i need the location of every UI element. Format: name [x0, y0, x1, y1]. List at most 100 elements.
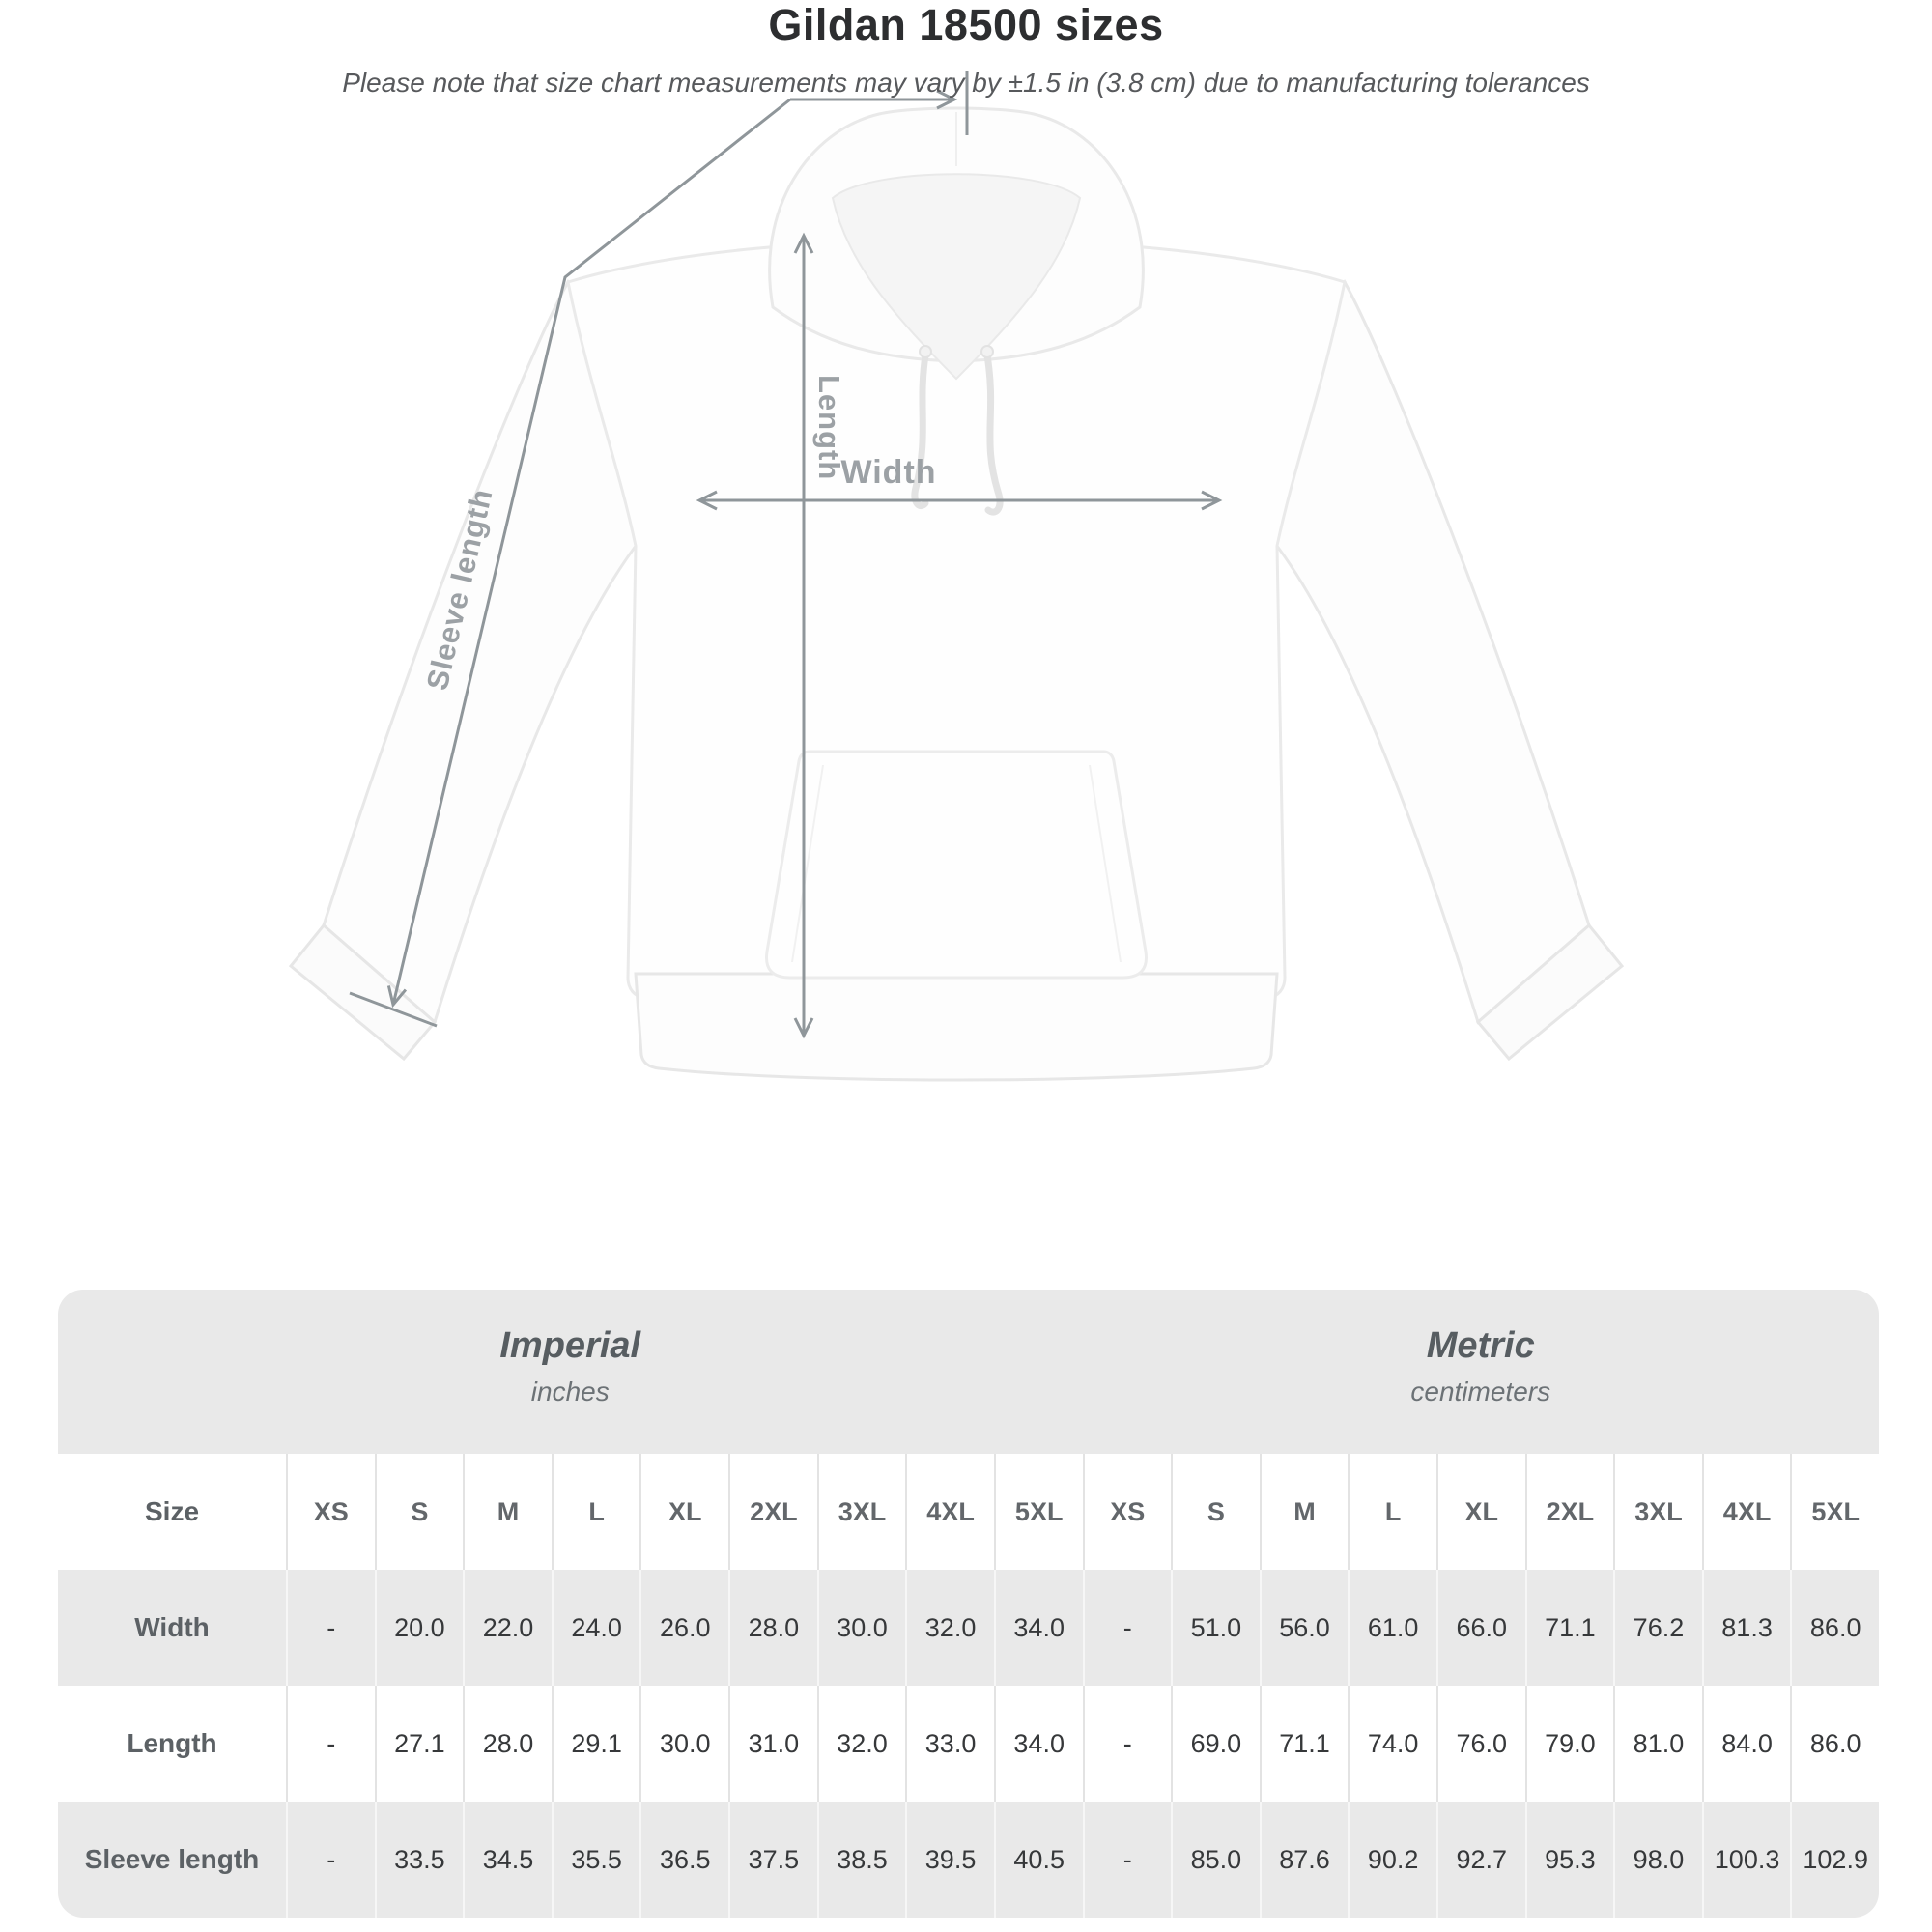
drawstring-right: [983, 352, 1004, 516]
metric-data-cell: 86.0: [1790, 1686, 1879, 1802]
hood-opening: [831, 173, 1082, 381]
size-header-cell: 5XL: [1790, 1454, 1879, 1570]
metric-data-cell: 90.2: [1348, 1802, 1436, 1918]
metric-data-cell: -: [1082, 1570, 1172, 1686]
size-header-cell: 3XL: [1613, 1454, 1702, 1570]
imperial-data-cell: 40.5: [993, 1802, 1083, 1918]
size-header-cell: XS: [286, 1454, 375, 1570]
grommet-right: [980, 345, 994, 358]
kangaroo-pocket: [765, 750, 1148, 980]
imperial-data-cell: 36.5: [639, 1802, 729, 1918]
imperial-data-cell: 34.0: [993, 1686, 1083, 1802]
tolerance-note: Please note that size chart measurements…: [342, 68, 1590, 98]
right-cuff: [1475, 923, 1625, 1062]
size-header-cell: XS: [1082, 1454, 1172, 1570]
length-label: Length: [812, 375, 846, 480]
group-imperial-label: Imperial: [499, 1324, 641, 1366]
imperial-data-cell: 39.5: [905, 1802, 994, 1918]
sleeve-length-line: [386, 98, 791, 1009]
metric-data-cell: 84.0: [1701, 1686, 1791, 1802]
metric-data-cell: 71.1: [1259, 1686, 1349, 1802]
imperial-data-cell: 22.0: [463, 1570, 552, 1686]
width-label: Width: [840, 454, 936, 491]
size-header-cell: L: [551, 1454, 640, 1570]
metric-data-cell: 86.0: [1790, 1570, 1879, 1686]
size-header-cell: S: [1171, 1454, 1260, 1570]
size-header-cell: L: [1348, 1454, 1436, 1570]
metric-data-cell: 102.9: [1790, 1802, 1879, 1918]
size-header-cell: XL: [1435, 1454, 1525, 1570]
imperial-data-cell: 28.0: [728, 1570, 817, 1686]
metric-data-cell: 87.6: [1259, 1802, 1349, 1918]
imperial-data-cell: 31.0: [728, 1686, 817, 1802]
imperial-data-cell: 33.0: [905, 1686, 994, 1802]
metric-data-cell: 71.1: [1524, 1570, 1614, 1686]
metric-data-cell: 61.0: [1348, 1570, 1436, 1686]
left-sleeve: [322, 279, 641, 1025]
imperial-data-cell: -: [286, 1686, 375, 1802]
imperial-data-cell: 32.0: [816, 1686, 906, 1802]
metric-data-cell: 95.3: [1524, 1802, 1614, 1918]
size-header-cell: 3XL: [816, 1454, 906, 1570]
imperial-data-cell: 26.0: [639, 1570, 729, 1686]
imperial-data-cell: 30.0: [816, 1570, 906, 1686]
imperial-data-cell: 20.0: [374, 1570, 464, 1686]
hoodie-measurement-figure: Length Width Sleeve length: [288, 71, 1625, 1082]
metric-data-cell: 92.7: [1435, 1802, 1525, 1918]
imperial-data-cell: 38.5: [816, 1802, 906, 1918]
imperial-data-cell: 33.5: [374, 1802, 464, 1918]
size-header-cell: 5XL: [993, 1454, 1083, 1570]
imperial-data-cell: 37.5: [728, 1802, 817, 1918]
row-label-cell: Width: [58, 1570, 286, 1686]
imperial-data-cell: -: [286, 1802, 375, 1918]
imperial-data-cell: 35.5: [551, 1802, 640, 1918]
row-label-cell: Sleeve length: [58, 1802, 286, 1918]
pocket-stitch-right: [1089, 764, 1122, 963]
imperial-data-cell: 34.5: [463, 1802, 552, 1918]
group-metric-unit: centimeters: [1410, 1376, 1551, 1406]
size-header-cell: S: [374, 1454, 464, 1570]
metric-data-cell: 98.0: [1613, 1802, 1702, 1918]
metric-data-cell: 69.0: [1171, 1686, 1260, 1802]
metric-data-cell: 76.0: [1435, 1686, 1525, 1802]
metric-data-cell: 76.2: [1613, 1570, 1702, 1686]
size-header-cell: 4XL: [905, 1454, 994, 1570]
page-title: Gildan 18500 sizes: [768, 0, 1164, 49]
imperial-data-cell: 27.1: [374, 1686, 464, 1802]
imperial-data-cell: 34.0: [993, 1570, 1083, 1686]
metric-data-cell: 56.0: [1259, 1570, 1349, 1686]
metric-data-cell: -: [1082, 1686, 1172, 1802]
metric-data-cell: 79.0: [1524, 1686, 1614, 1802]
size-header-cell: 4XL: [1701, 1454, 1791, 1570]
size-table-grid: Size XS S M L XL 2XL 3XL 4XL 5XL XS S M L XL 2XL 3XL 4XL 5…: [58, 1454, 1879, 1918]
group-imperial-unit: inches: [530, 1376, 610, 1406]
metric-data-cell: -: [1082, 1802, 1172, 1918]
group-metric-label: Metric: [1426, 1324, 1535, 1366]
metric-data-cell: 51.0: [1171, 1570, 1260, 1686]
group-metric: Metric centimeters: [1083, 1290, 1879, 1448]
table-group-header-row: Imperial inches Metric centimeters: [58, 1290, 1879, 1454]
cuff-tick: [349, 991, 438, 1028]
size-header-cell: 2XL: [1524, 1454, 1614, 1570]
metric-data-cell: 85.0: [1171, 1802, 1260, 1918]
size-column-header: Size: [58, 1454, 286, 1570]
metric-data-cell: 100.3: [1701, 1802, 1791, 1918]
imperial-data-cell: 30.0: [639, 1686, 729, 1802]
metric-data-cell: 81.0: [1613, 1686, 1702, 1802]
imperial-data-cell: -: [286, 1570, 375, 1686]
size-header-cell: 2XL: [728, 1454, 817, 1570]
imperial-data-cell: 24.0: [551, 1570, 640, 1686]
size-header-cell: M: [1259, 1454, 1349, 1570]
title-block: Gildan 18500 sizes Please note that size…: [0, 0, 1932, 99]
metric-data-cell: 66.0: [1435, 1570, 1525, 1686]
size-table: Imperial inches Metric centimeters Size X…: [58, 1290, 1879, 1918]
hem-band: [634, 972, 1279, 1082]
grommet-left: [919, 345, 932, 358]
size-header-cell: M: [463, 1454, 552, 1570]
metric-data-cell: 74.0: [1348, 1686, 1436, 1802]
imperial-data-cell: 28.0: [463, 1686, 552, 1802]
group-imperial: Imperial inches: [58, 1290, 1083, 1448]
metric-data-cell: 81.3: [1701, 1570, 1791, 1686]
right-sleeve: [1271, 279, 1591, 1025]
imperial-data-cell: 29.1: [551, 1686, 640, 1802]
